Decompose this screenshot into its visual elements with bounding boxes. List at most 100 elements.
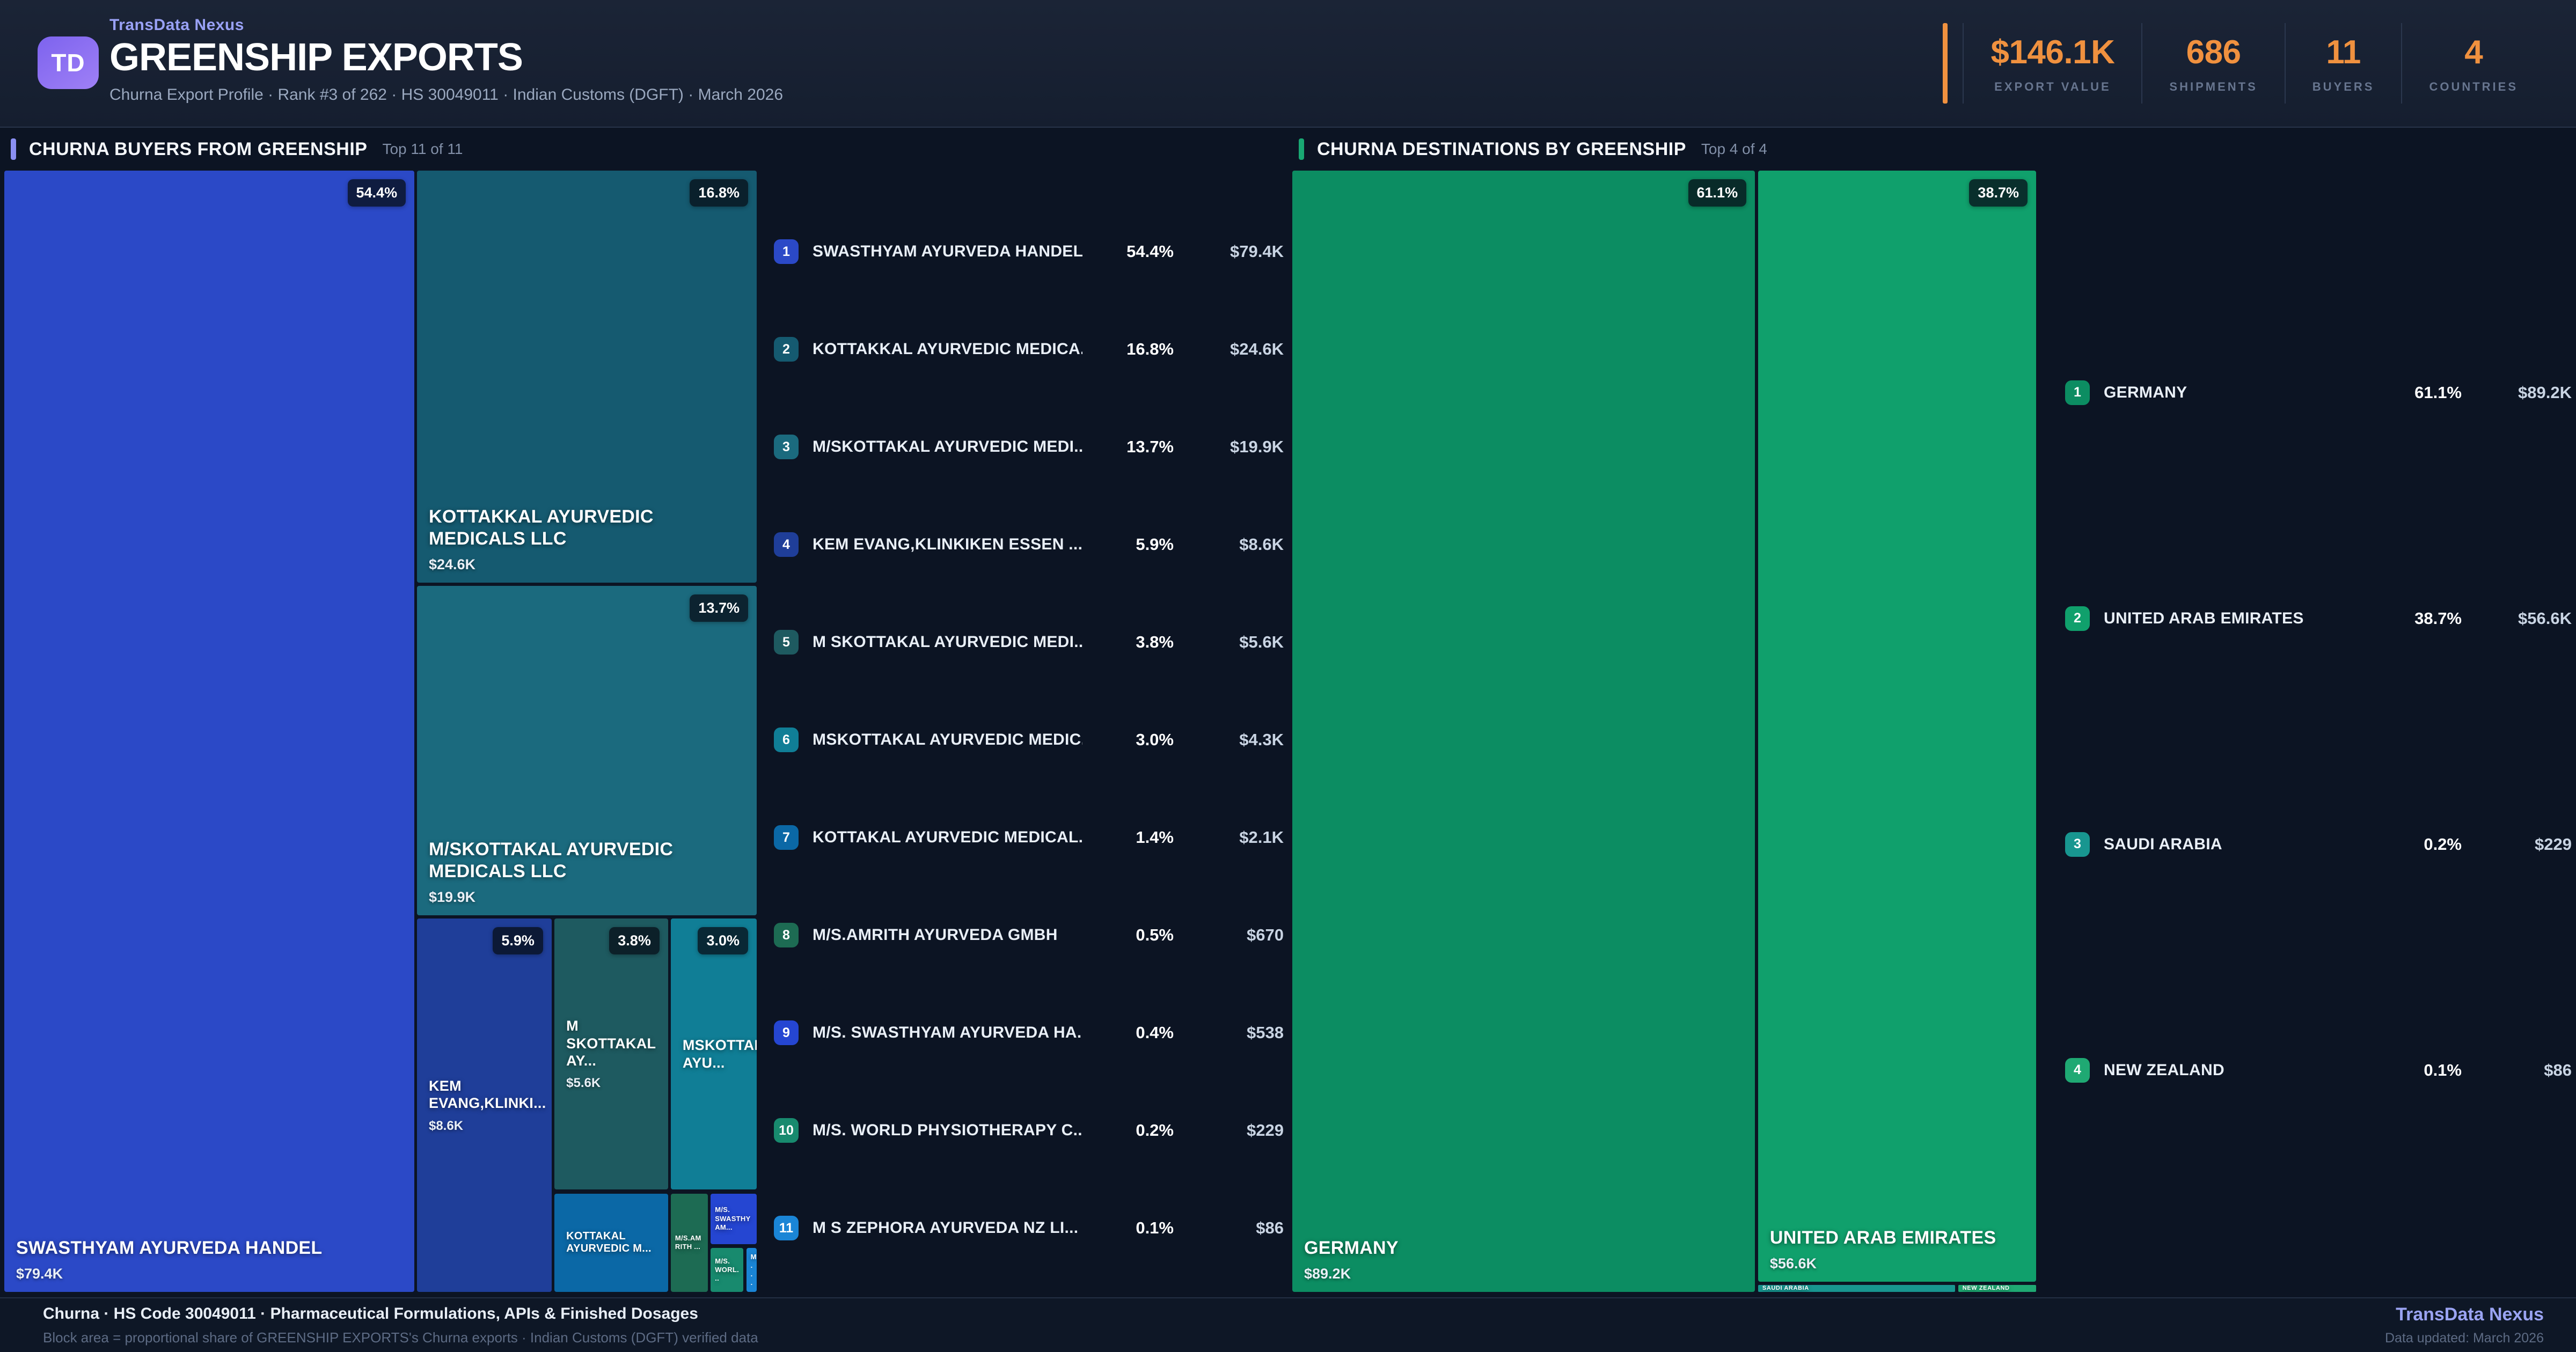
row-name: M/S.AMRITH AYURVEDA GMBH [813,926,1058,944]
row-name: M/S. SWASTHYAM AYURVEDA HA... [813,1024,1082,1041]
panel-destinations: CHURNA DESTINATIONS BY GREENSHIP Top 4 o… [1288,128,2576,1298]
block-name: GERMANY [1304,1238,1399,1259]
row-value: $79.4K [1230,242,1284,261]
rank-badge: 9 [774,1020,799,1045]
list-row-m-skottakal-ayurvedic-medi[interactable]: 5 M SKOTTAKAL AYURVEDIC MEDI... 3.8% $5.6K [774,593,1284,691]
row-percent: 61.1% [2414,383,2462,402]
rank-badge: 2 [774,337,799,362]
list-row-kem-evang-klinkiken-essen[interactable]: 4 KEM EVANG,KLINKIKEN ESSEN ... 5.9% $8.6K [774,496,1284,593]
treemap-block-m-s-amrith-ayurveda-gmbh[interactable]: M/S.AMRITH ... [670,1193,708,1292]
stat-shipments: 686 SHIPMENTS [2141,23,2284,104]
row-name: NEW ZEALAND [2104,1061,2224,1079]
treemap-block-united-arab-emirates[interactable]: 38.7% UNITED ARAB EMIRATES $56.6K [1758,171,2036,1282]
treemap-block-germany[interactable]: 61.1% GERMANY $89.2K [1292,171,1755,1292]
row-value: $19.9K [1230,437,1284,456]
list-row-united-arab-emirates[interactable]: 2 UNITED ARAB EMIRATES 38.7% $56.6K [2065,505,2572,731]
app-header: TD TransData Nexus GREENSHIP EXPORTS Chu… [0,0,2576,128]
treemap-block-kottakkal-ayurvedic-medicals-llc[interactable]: 16.8% KOTTAKKAL AYURVEDIC MEDICALS LLC $24… [416,171,757,583]
treemap-block-m-s-swasthyam-ayurveda-handel[interactable]: M/S. SWASTHYAM... [711,1193,757,1244]
stat-label: BUYERS [2312,79,2375,93]
buyers-list: 1 SWASTHYAM AYURVEDA HANDEL 54.4% $79.4K 2 KO… [774,171,1284,1292]
row-name: GERMANY [2104,383,2187,401]
rank-badge: 5 [774,630,799,655]
list-row-m-s-zephora-ayurveda-nz-li[interactable]: 11 M S ZEPHORA AYURVEDA NZ LI... 0.1% $86 [774,1179,1284,1277]
row-name: KOTTAKKAL AYURVEDIC MEDICA... [813,340,1082,358]
list-row-mskottakal-ayurvedic-medic[interactable]: 6 MSKOTTAKAL AYURVEDIC MEDIC... 3.0% $4.3K [774,691,1284,789]
treemap-block-m-skottakal-ayurvedic-medicals-llc[interactable]: 13.7% M/SKOTTAKAL AYURVEDIC MEDICALS LLC $… [416,586,757,915]
block-percent-badge: 13.7% [690,594,748,622]
block-name: MSKOTTAKAL AYU... [682,1037,757,1071]
rank-badge: 1 [774,239,799,264]
row-percent: 3.8% [1136,633,1174,651]
stat-value: $146.1K [1990,33,2115,71]
rank-badge: 7 [774,825,799,850]
page-title: GREENSHIP EXPORTS [109,36,523,79]
block-name: M ... [750,1252,757,1287]
stats-accent-bar [1943,23,1948,104]
row-value: $538 [1247,1023,1284,1042]
header-stats: $146.1K EXPORT VALUE 686 SHIPMENTS 11 BUYERS 4… [1943,0,2545,127]
row-name: UNITED ARAB EMIRATES [2104,609,2304,627]
row-name: M SKOTTAKAL AYURVEDIC MEDI... [813,633,1082,651]
list-row-m-s-world-physiotherapy-c[interactable]: 10 M/S. WORLD PHYSIOTHERAPY C... 0.2% $229 [774,1082,1284,1179]
brand-logo: TD [38,36,99,89]
list-row-m-s-swasthyam-ayurveda-ha[interactable]: 9 M/S. SWASTHYAM AYURVEDA HA... 0.4% $538 [774,984,1284,1082]
rank-badge: 4 [774,532,799,557]
row-name: M/SKOTTAKAL AYURVEDIC MEDI... [813,438,1082,455]
block-label: M SKOTTAKAL AY... $5.6K [554,919,668,1189]
treemap-block-m-skottakal-ayurvedic-medicals[interactable]: 3.8% M SKOTTAKAL AY... $5.6K [554,919,668,1190]
block-label: MSKOTTAKAL AYU... [671,919,757,1189]
treemap-block-mskottakal-ayurvedic-medicals[interactable]: 3.0% MSKOTTAKAL AYU... [670,919,757,1190]
treemap-block-saudi-arabia[interactable]: SAUDI ARABIA [1758,1285,1955,1292]
row-value: $2.1K [1239,828,1284,847]
row-percent: 3.0% [1136,730,1174,749]
block-label: M/SKOTTAKAL AYURVEDIC MEDICALS LLC $19.9K [417,586,757,915]
list-row-swasthyam-ayurveda-handel[interactable]: 1 SWASTHYAM AYURVEDA HANDEL 54.4% $79.4K [774,203,1284,300]
row-percent: 0.1% [2424,1060,2462,1079]
panel-buyers: CHURNA BUYERS FROM GREENSHIP Top 11 of 1… [0,128,1288,1298]
row-percent: 1.4% [1136,828,1174,847]
stat-label: EXPORT VALUE [1994,79,2111,93]
block-label: M/S.AMRITH ... [671,1194,708,1292]
block-label: M ... [747,1248,757,1292]
treemap-block-kottakal-ayurvedic-medicals[interactable]: KOTTAKAL AYURVEDIC M... [554,1193,668,1292]
rank-badge: 3 [774,435,799,459]
rank-badge: 11 [774,1216,799,1240]
rank-badge: 8 [774,923,799,947]
row-value: $229 [2535,834,2572,854]
list-row-saudi-arabia[interactable]: 3 SAUDI ARABIA 0.2% $229 [2065,731,2572,957]
footer-note: Block area = proportional share of GREEN… [43,1329,758,1346]
block-label: KOTTAKKAL AYURVEDIC MEDICALS LLC $24.6K [417,171,757,583]
stat-label: SHIPMENTS [2169,79,2258,93]
app-footer: Churna · HS Code 30049011 · Pharmaceutic… [0,1297,2576,1352]
block-name: NEW ZEALAND [1962,1285,2010,1291]
block-name: M/S.AMRITH ... [675,1234,701,1251]
list-row-new-zealand[interactable]: 4 NEW ZEALAND 0.1% $86 [2065,957,2572,1183]
list-row-kottakkal-ayurvedic-medica[interactable]: 2 KOTTAKKAL AYURVEDIC MEDICA... 16.8% $24.6… [774,300,1284,398]
treemap-block-new-zealand[interactable]: NEW ZEALAND [1958,1285,2036,1292]
block-value: $24.6K [428,556,476,573]
block-percent-badge: 54.4% [347,179,406,207]
block-value: $8.6K [428,1118,464,1133]
list-row-m-skottakal-ayurvedic-medi[interactable]: 3 M/SKOTTAKAL AYURVEDIC MEDI... 13.7% $19.9… [774,398,1284,496]
list-row-germany[interactable]: 1 GERMANY 61.1% $89.2K [2065,280,2572,505]
block-value: $79.4K [16,1266,63,1282]
treemap-block-m-s-zephora-ayurveda-nz-limited[interactable]: M ... [746,1248,757,1292]
list-row-m-s-amrith-ayurveda-gmbh[interactable]: 8 M/S.AMRITH AYURVEDA GMBH 0.5% $670 [774,886,1284,984]
row-percent: 0.4% [1136,1023,1174,1042]
block-label: SWASTHYAM AYURVEDA HANDEL $79.4K [4,171,414,1292]
row-percent: 38.7% [2414,608,2462,628]
treemap-block-m-s-world-physiotherapy[interactable]: M/S. WORL... [711,1248,744,1292]
list-row-kottakal-ayurvedic-medical[interactable]: 7 KOTTAKAL AYURVEDIC MEDICAL... 1.4% $2.1K [774,789,1284,886]
block-percent-badge: 5.9% [493,927,543,955]
stat-value: 686 [2186,33,2241,71]
treemap-block-swasthyam-ayurveda-handel[interactable]: 54.4% SWASTHYAM AYURVEDA HANDEL $79.4K [4,171,415,1292]
treemap-block-kem-evang-klinkiken-essen[interactable]: 5.9% KEM EVANG,KLINKI... $8.6K [416,919,552,1292]
block-name: KOTTAKAL AYURVEDIC M... [566,1230,652,1255]
row-value: $24.6K [1230,340,1284,358]
block-name: M SKOTTAKAL AY... [566,1018,656,1069]
row-value: $229 [1247,1121,1284,1140]
row-name: KOTTAKAL AYURVEDIC MEDICAL... [813,828,1082,846]
row-value: $86 [2544,1060,2572,1079]
